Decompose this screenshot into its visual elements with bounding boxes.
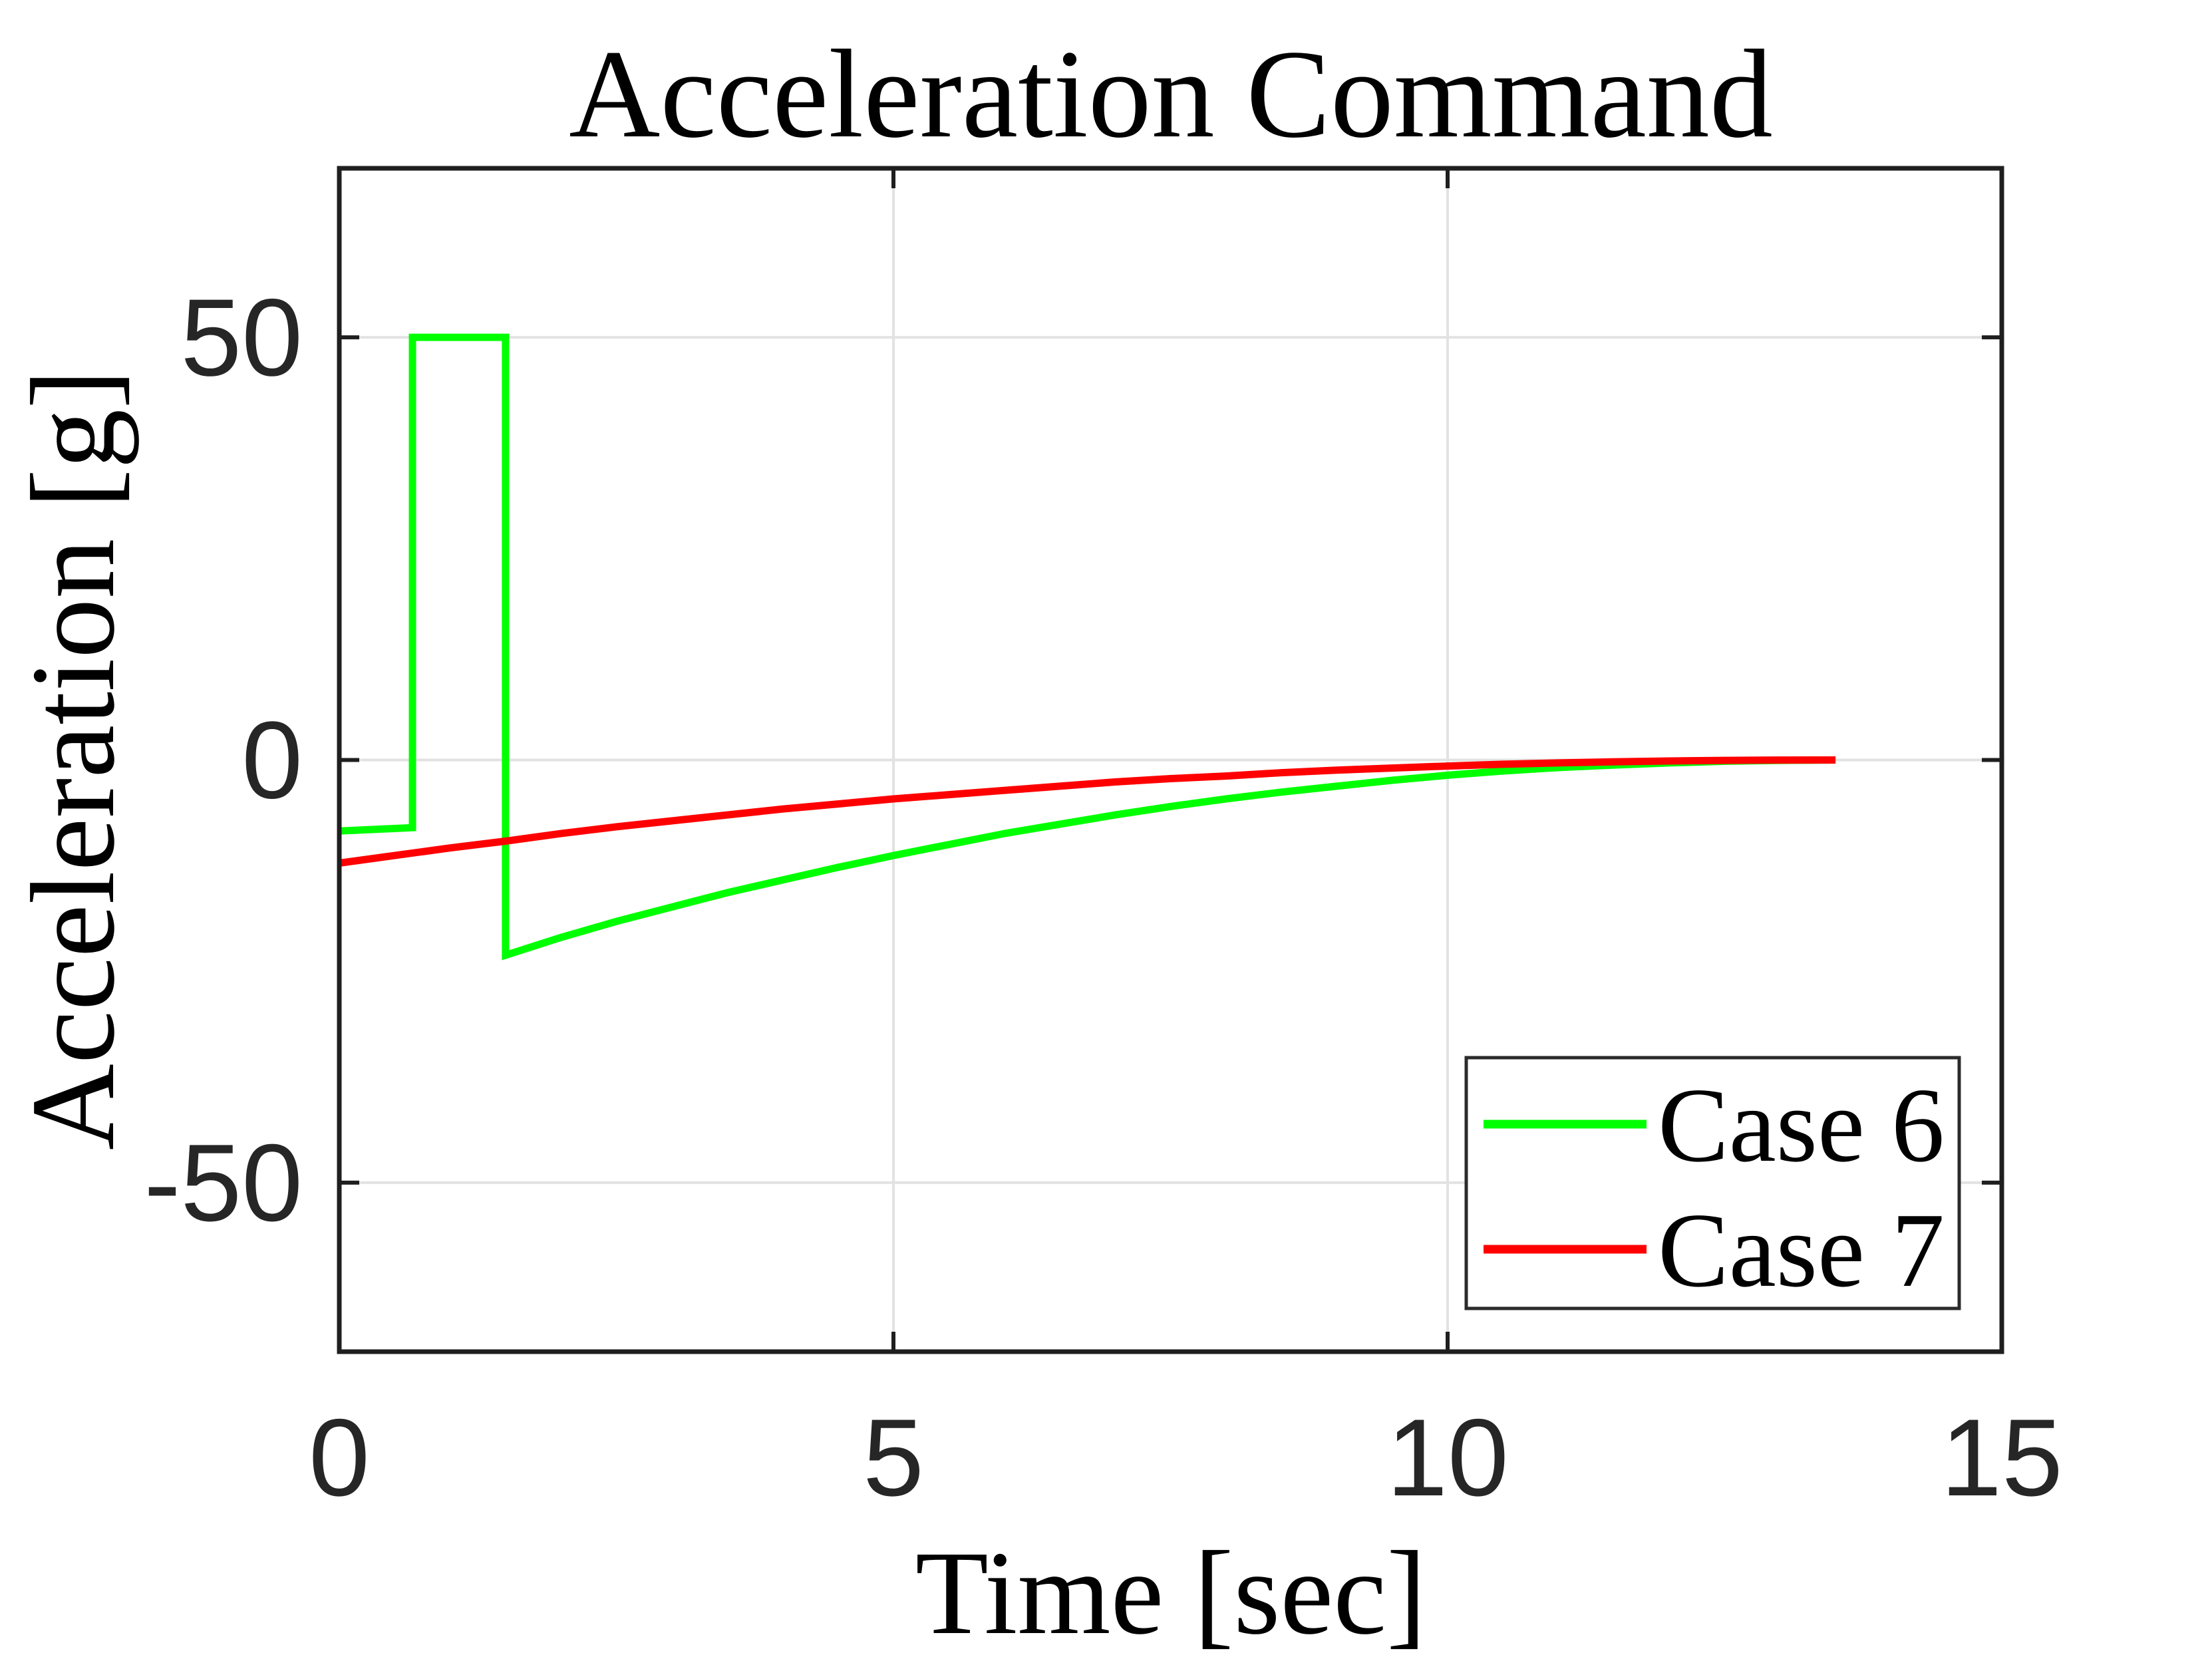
legend-label-case6: Case 6 — [1658, 1066, 1945, 1184]
legend: Case 6 Case 7 — [1464, 1056, 1961, 1310]
y-tick-label-neg50: -50 — [144, 1122, 303, 1244]
x-tick-label-5: 5 — [863, 1396, 924, 1519]
y-tick-label-0: 0 — [241, 699, 303, 822]
x-tick-label-10: 10 — [1386, 1396, 1509, 1519]
series-case7-line — [339, 756, 1836, 867]
y-axis-label: Acceleration [g] — [7, 369, 139, 1150]
legend-box — [1464, 1056, 1961, 1310]
x-tick-label-0: 0 — [309, 1396, 370, 1519]
legend-label-case7: Case 7 — [1658, 1191, 1945, 1309]
y-tick-label-50: 50 — [180, 276, 303, 398]
series-layer — [339, 333, 1836, 961]
chart-title: Acceleration Command — [569, 25, 1773, 164]
tick-marks-layer — [337, 168, 2004, 1352]
x-axis-label: Time [sec] — [915, 1527, 1426, 1659]
x-tick-label-15: 15 — [1941, 1396, 2063, 1519]
series-case6-line — [339, 333, 1836, 961]
